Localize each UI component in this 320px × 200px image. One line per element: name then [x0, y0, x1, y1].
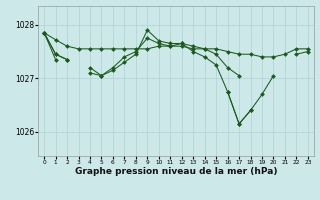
X-axis label: Graphe pression niveau de la mer (hPa): Graphe pression niveau de la mer (hPa) [75, 167, 277, 176]
